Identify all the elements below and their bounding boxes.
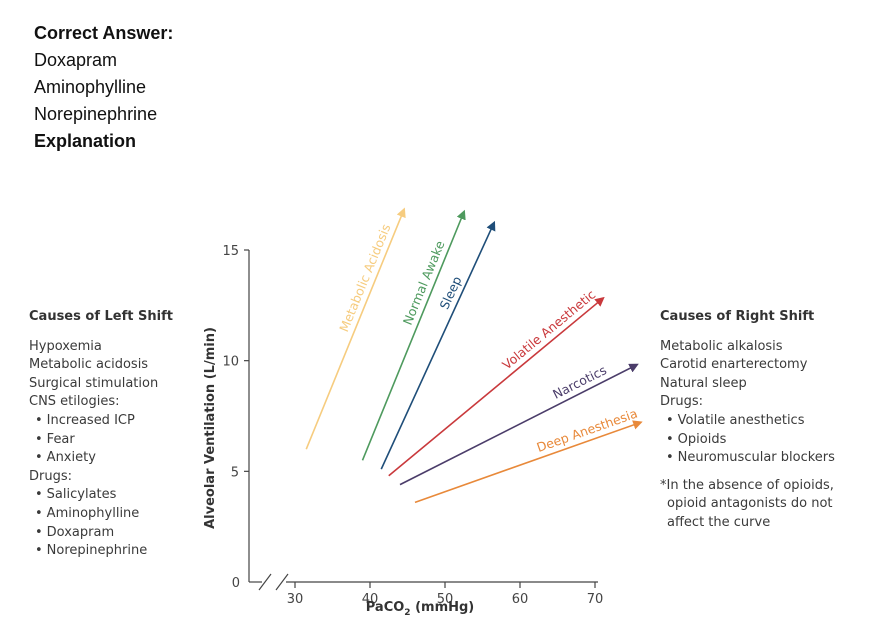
left-shift-item: Aminophylline [29, 505, 194, 524]
series-arrow [414, 420, 643, 504]
origin-label: 0 [232, 576, 240, 591]
axis-break-mark [275, 573, 289, 591]
right-shift-list: Metabolic alkalosis Carotid enarterectomy… [660, 338, 865, 468]
right-shift-item: Metabolic alkalosis [660, 338, 783, 354]
axis-break-mark [258, 573, 272, 591]
answer-item-3: Norepinephrine [34, 104, 158, 124]
answer-block: Correct Answer: Doxapram Aminophylline N… [34, 20, 173, 155]
left-shift-item: Drugs: [29, 468, 72, 484]
right-shift-panel: Causes of Right Shift Metabolic alkalosi… [660, 308, 865, 533]
left-shift-item: Doxapram [29, 524, 194, 543]
left-shift-item: Salicylates [29, 486, 194, 505]
right-shift-title: Causes of Right Shift [660, 309, 815, 324]
series-label: Narcotics [550, 362, 609, 402]
x-tick-label: 70 [587, 592, 604, 607]
series-label: Deep Anesthesia [535, 406, 640, 455]
right-shift-item: Neuromuscular blockers [660, 449, 865, 468]
left-shift-panel: Causes of Left Shift Hypoxemia Metabolic … [29, 308, 194, 561]
answer-item-2: Aminophylline [34, 77, 147, 97]
series-label: Volatile Anesthetic [499, 287, 598, 373]
series-arrow [399, 363, 639, 486]
left-shift-item: Norepinephrine [29, 542, 194, 561]
y-axis-label: Alveolar Ventilation (L/min) [203, 327, 218, 529]
opioid-note-line-2: opioid antagonists do not [667, 496, 833, 512]
right-shift-item: Volatile anesthetics [660, 412, 865, 431]
explanation-heading: Explanation [34, 131, 137, 151]
opioid-note: *In the absence of opioids, opioid antag… [660, 477, 865, 533]
right-shift-item: Carotid enarterectomy [660, 357, 808, 373]
series-arrow [361, 209, 466, 461]
answer-item-1: Doxapram [34, 50, 118, 70]
series-label: Normal Awake [400, 238, 448, 327]
series-label: Metabolic Acidosis [336, 222, 393, 334]
x-axis-label-main: PaCO [366, 600, 405, 615]
left-shift-item: Increased ICP [29, 412, 194, 431]
y-tick-label: 5 [231, 465, 239, 480]
left-shift-item: Fear [29, 431, 194, 450]
left-shift-item: Anxiety [29, 449, 194, 468]
y-tick-label: 15 [222, 244, 239, 259]
series-arrow [388, 296, 605, 477]
series-label: Sleep [436, 274, 464, 312]
left-shift-item: CNS etilogies: [29, 394, 120, 410]
opioid-note-line-3: affect the curve [667, 514, 771, 530]
opioid-note-line-1: *In the absence of opioids, [660, 477, 834, 493]
chart-axes: 0 5 10 15 30 40 50 60 70 Alveolar Ventilation (L/… [203, 244, 603, 618]
left-shift-item: Hypoxemia [29, 338, 102, 354]
x-axis-label: PaCO2 (mmHg) [366, 600, 475, 618]
right-shift-item: Drugs: [660, 394, 703, 410]
x-axis-label-sub: 2 [404, 608, 410, 618]
x-tick-label: 50 [437, 592, 454, 607]
series-arrow [380, 220, 496, 470]
series-arrow [305, 207, 406, 450]
left-shift-item: Surgical stimulation [29, 375, 159, 391]
x-tick-label: 30 [287, 592, 304, 607]
right-shift-item: Natural sleep [660, 375, 747, 391]
left-shift-item: Metabolic acidosis [29, 357, 149, 373]
left-shift-list: Hypoxemia Metabolic acidosis Surgical stim… [29, 338, 194, 561]
x-axis-label-unit: (mmHg) [411, 600, 475, 615]
right-shift-item: Opioids [660, 431, 865, 450]
x-tick-label: 60 [512, 592, 529, 607]
x-tick-label: 40 [362, 592, 379, 607]
answer-heading: Correct Answer: [34, 23, 174, 43]
y-tick-label: 10 [222, 355, 239, 370]
left-shift-title: Causes of Left Shift [29, 309, 173, 324]
